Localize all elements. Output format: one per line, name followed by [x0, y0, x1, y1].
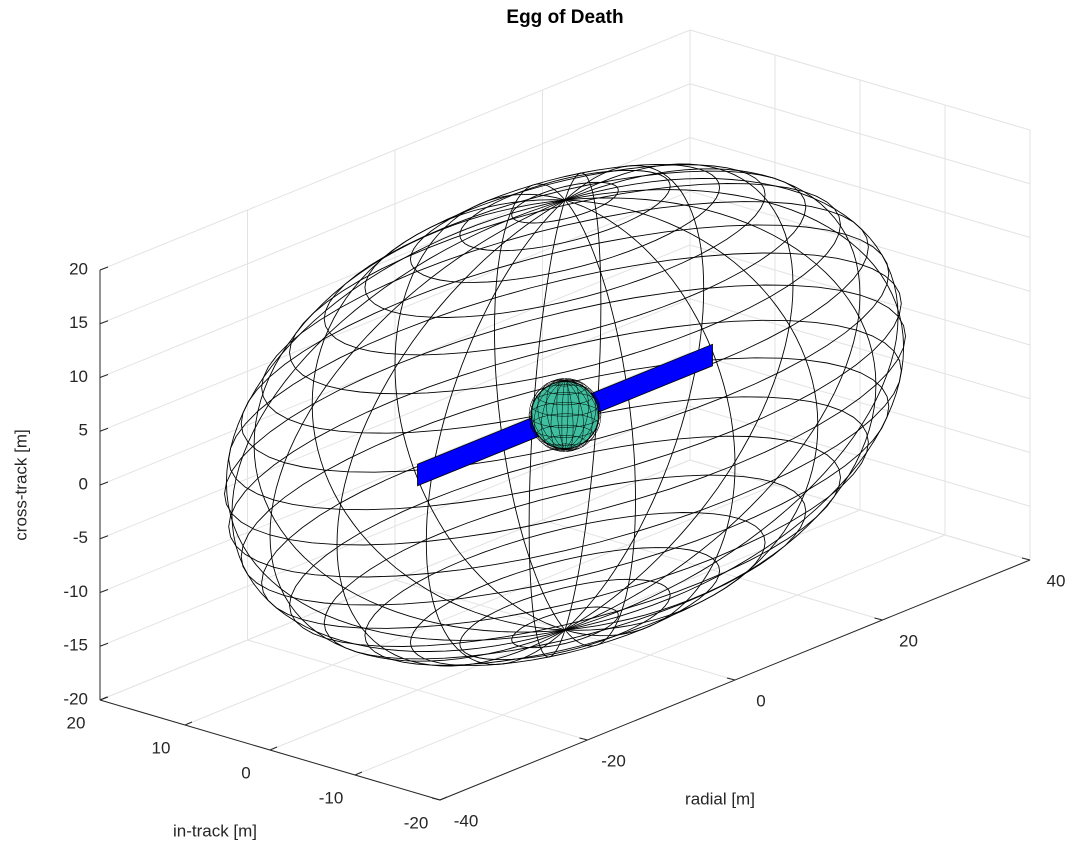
- ellipsoid-meridian: [269, 199, 566, 662]
- tick-mark: [354, 771, 363, 776]
- satellite-wire: [546, 378, 584, 452]
- ellipsoid-meridian: [231, 199, 566, 652]
- grid-line: [689, 190, 1031, 292]
- ellipsoid-meridian: [564, 199, 736, 637]
- grid-line: [542, 519, 883, 621]
- ellipsoid-meridian: [225, 199, 566, 641]
- tick-mark: [99, 374, 109, 378]
- ellipsoid-parallel: [289, 435, 841, 647]
- y-tick-label: 40: [1047, 571, 1066, 590]
- tick-mark: [874, 617, 883, 621]
- y-axis-label: radial [m]: [685, 789, 755, 808]
- ellipsoid-meridian: [564, 199, 819, 631]
- z-axis-label: cross-track [m]: [11, 429, 30, 540]
- z-tick-label: -5: [73, 528, 88, 547]
- z-tick-label: -15: [63, 636, 88, 655]
- ellipsoid-parallel: [289, 183, 841, 395]
- grid-line: [99, 83, 691, 325]
- tick-mark: [99, 589, 109, 593]
- satellite-wire: [561, 378, 569, 452]
- y-tick-label: 20: [899, 631, 918, 650]
- tick-mark: [99, 427, 109, 432]
- x-tick-label: 20: [67, 713, 86, 732]
- ellipsoid-meridian: [336, 199, 566, 667]
- x-tick-label: 10: [152, 738, 171, 757]
- ellipsoid-meridian: [564, 163, 794, 631]
- tick-mark: [269, 746, 278, 751]
- ellipsoid-meridian: [564, 178, 899, 631]
- grid-line: [99, 29, 691, 271]
- x-tick-label: -10: [319, 788, 344, 807]
- ellipsoid-meridian: [564, 189, 905, 631]
- grid-line: [689, 83, 1031, 185]
- ellipsoid-meridian: [528, 199, 566, 658]
- grid-line: [689, 298, 1031, 400]
- ellipsoid-meridian: [253, 199, 566, 633]
- grid-line: [689, 405, 1031, 507]
- tick-mark: [99, 481, 109, 486]
- chart-title: Egg of Death: [506, 7, 623, 28]
- tick-mark: [431, 797, 441, 801]
- ellipsoid-meridian: [311, 199, 566, 631]
- tick-mark: [99, 266, 109, 271]
- ellipsoid-meridian: [564, 199, 636, 647]
- x-tick-label: 0: [241, 763, 250, 782]
- ellipsoid-meridian: [564, 197, 877, 631]
- tick-mark: [579, 737, 588, 741]
- ellipsoid-meridian: [564, 172, 602, 631]
- grid-line: [689, 137, 1031, 238]
- z-tick-label: 20: [69, 259, 88, 278]
- x-tick-label: -20: [404, 813, 429, 832]
- ellipsoid-meridian: [564, 168, 861, 631]
- z-tick-label: 15: [69, 313, 88, 332]
- tick-mark: [99, 320, 109, 325]
- grid-line: [247, 639, 588, 741]
- tick-mark: [439, 796, 448, 801]
- tick-mark: [99, 642, 109, 647]
- satellite-wire: [537, 379, 593, 451]
- satellite-wire: [556, 378, 574, 452]
- z-tick-label: 5: [79, 421, 88, 440]
- z-tick-label: -10: [63, 582, 88, 601]
- ellipsoid-parallel: [364, 164, 766, 318]
- tick-mark: [99, 696, 108, 701]
- satellite-wire: [533, 379, 597, 451]
- x-axis-label: in-track [m]: [173, 821, 257, 840]
- satellite-wire: [528, 380, 602, 450]
- satellite-wire: [531, 380, 599, 450]
- tick-mark: [184, 721, 193, 726]
- grid-line: [99, 459, 691, 701]
- grid-line: [689, 29, 1031, 131]
- tick-mark: [726, 677, 736, 681]
- ellipsoid-meridian: [394, 193, 566, 631]
- y-tick-label: -20: [601, 751, 626, 770]
- ellipsoid-meridian: [425, 199, 566, 665]
- grid-line: [99, 298, 691, 540]
- grid-line: [99, 137, 691, 378]
- satellite-wire: [529, 380, 601, 450]
- z-tick-label: 10: [69, 367, 88, 386]
- z-tick-label: 0: [79, 474, 88, 493]
- y-tick-label: -40: [454, 811, 479, 830]
- grid-line: [99, 190, 691, 432]
- y-tick-label: 0: [756, 691, 765, 710]
- tick-mark: [99, 535, 109, 540]
- z-tick-label: -20: [63, 689, 88, 708]
- grid-line: [689, 352, 1031, 453]
- tick-mark: [1021, 557, 1031, 561]
- grid-line: [99, 405, 691, 647]
